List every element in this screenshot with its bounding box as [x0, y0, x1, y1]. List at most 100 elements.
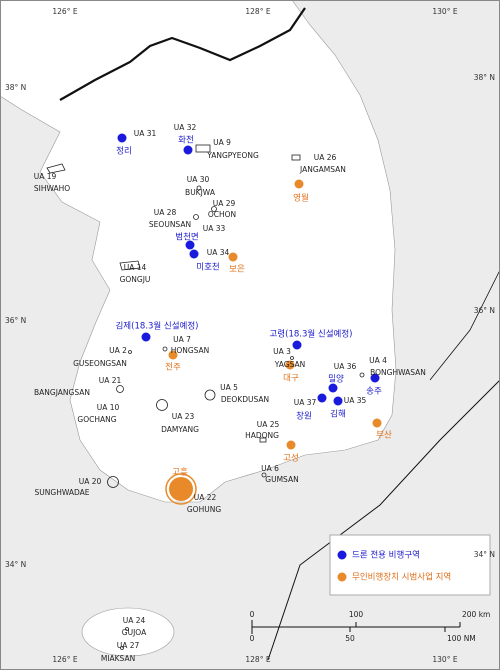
legend-label: 무인비행장치 시범사업 지역	[352, 572, 451, 583]
test-site-ring	[165, 473, 197, 505]
test-site-label: 보은	[229, 265, 245, 275]
ua-label: UA 33	[203, 224, 226, 233]
fir-line	[267, 379, 500, 661]
test-site-marker	[372, 418, 382, 428]
graticule-label: 128° E	[245, 7, 270, 16]
drone-zone-label: 정리	[116, 146, 132, 157]
test-site-marker	[169, 477, 193, 501]
ua-label: UA 26	[314, 153, 337, 162]
legend-marker	[337, 572, 347, 582]
ua-label: UA 3	[273, 347, 291, 356]
drone-zone-label: 범천면	[175, 232, 198, 243]
ua-label: UA 27	[117, 641, 140, 650]
graticule-label: 36° N	[5, 316, 26, 325]
ua-label: UA 21	[99, 376, 122, 385]
ua-label: BUKJWA	[185, 188, 216, 197]
ua-label: UA 25	[257, 420, 280, 429]
scale-label: 0	[250, 610, 255, 619]
ua-label: GUMSAN	[265, 475, 298, 484]
legend-marker	[337, 550, 347, 560]
ua-label: UA 10	[97, 403, 120, 412]
drone-zone-marker	[333, 396, 343, 406]
drone-zone-marker	[183, 145, 193, 155]
drone-zone-marker	[317, 393, 327, 403]
drone-zone-marker	[328, 383, 338, 393]
scale-label: 100 NM	[447, 634, 476, 643]
ua-label: UA 23	[172, 412, 195, 421]
drone-zone-label: 고령(18.3월 신설예정)	[269, 329, 352, 340]
ua-label: UA 20	[79, 477, 102, 486]
ua-label: UA 22	[194, 493, 217, 502]
ua-label: DAMYANG	[161, 425, 199, 434]
graticule-label: 130° E	[432, 655, 457, 664]
graticule-label: 130° E	[432, 7, 457, 16]
test-site-marker	[286, 440, 296, 450]
ua-label: SUNGHWADAE	[35, 488, 90, 497]
ua-label: UA 5	[220, 383, 238, 392]
scale-label: 200 km	[462, 610, 490, 619]
ua-label: HADONG	[245, 431, 279, 440]
ua-label: GUJOA	[122, 628, 147, 637]
ua-label: GUSEONGSAN	[73, 359, 127, 368]
test-site-marker	[228, 252, 238, 262]
legend-box	[329, 534, 491, 596]
test-site-marker	[168, 350, 178, 360]
ua-label: UA 4	[369, 356, 387, 365]
test-site-marker	[294, 179, 304, 189]
drone-zone-marker	[117, 133, 127, 143]
drone-zone-marker	[292, 340, 302, 350]
ua-label: GOCHANG	[77, 415, 116, 424]
ua-label: UA 31	[134, 129, 157, 138]
ua-label: BONGHWASAN	[370, 368, 426, 377]
ua-label: UA 7	[173, 335, 191, 344]
graticule-label: 126° E	[52, 655, 77, 664]
fir-line	[429, 269, 500, 381]
scale-label: 100	[349, 610, 364, 619]
drone-zone-marker	[370, 373, 380, 383]
drone-zone-label: 밀양	[328, 374, 344, 385]
ua-label: GONGJU	[120, 275, 151, 284]
graticule-label: 38° N	[474, 73, 495, 82]
graticule-label: 128° E	[245, 655, 270, 664]
drone-zone-label: 김제(18.3월 신설예정)	[115, 321, 198, 332]
test-site-label: 전주	[165, 362, 181, 373]
scale-bar	[251, 620, 461, 634]
legend-label: 드론 전용 비행구역	[352, 550, 420, 561]
ua-label: UA 24	[123, 616, 146, 625]
ua-label: UA 36	[334, 362, 357, 371]
ua-label: UA 35	[344, 396, 367, 405]
drone-zone-marker	[141, 332, 151, 342]
drone-zone-label: 김해	[330, 409, 346, 420]
ua-label: UA 6	[261, 464, 279, 473]
drone-zone-label: 창원	[296, 412, 312, 422]
ua-label: UA 29	[213, 199, 236, 208]
land	[0, 0, 397, 503]
scale-label: 50	[345, 634, 355, 643]
scale-label: 0	[250, 634, 255, 643]
ua-label: UA 37	[294, 398, 317, 407]
test-site-label: 고흥	[172, 467, 188, 478]
ua-label: DEOKDUSAN	[221, 395, 269, 404]
graticule-label: 126° E	[52, 7, 77, 16]
test-site-marker	[285, 360, 295, 370]
ua-label: MIAKSAN	[101, 654, 135, 663]
drone-zone-marker	[185, 240, 195, 250]
ua-label: GOHUNG	[187, 505, 221, 514]
drone-zone-marker	[189, 249, 199, 259]
ua-label: SIHWAHO	[34, 184, 70, 193]
jeju-island	[81, 607, 175, 657]
ua-shapes	[46, 144, 365, 650]
drone-zone-label: 화전	[178, 135, 194, 146]
graticule-label: 34° N	[5, 560, 26, 569]
ua-label: SEOUNSAN	[149, 220, 191, 229]
ua-label: UA 2	[109, 346, 127, 355]
graticule-label: 38° N	[5, 83, 26, 92]
ua-label: YANGPYEONG	[206, 151, 259, 160]
ua-label: UA 28	[154, 208, 177, 217]
drone-zone-label: 송주	[366, 387, 382, 397]
test-site-label: 영월	[293, 193, 309, 204]
ua-label: HONGSAN	[171, 346, 210, 355]
ua-label: UA 19	[34, 172, 57, 181]
border-line	[59, 7, 306, 101]
